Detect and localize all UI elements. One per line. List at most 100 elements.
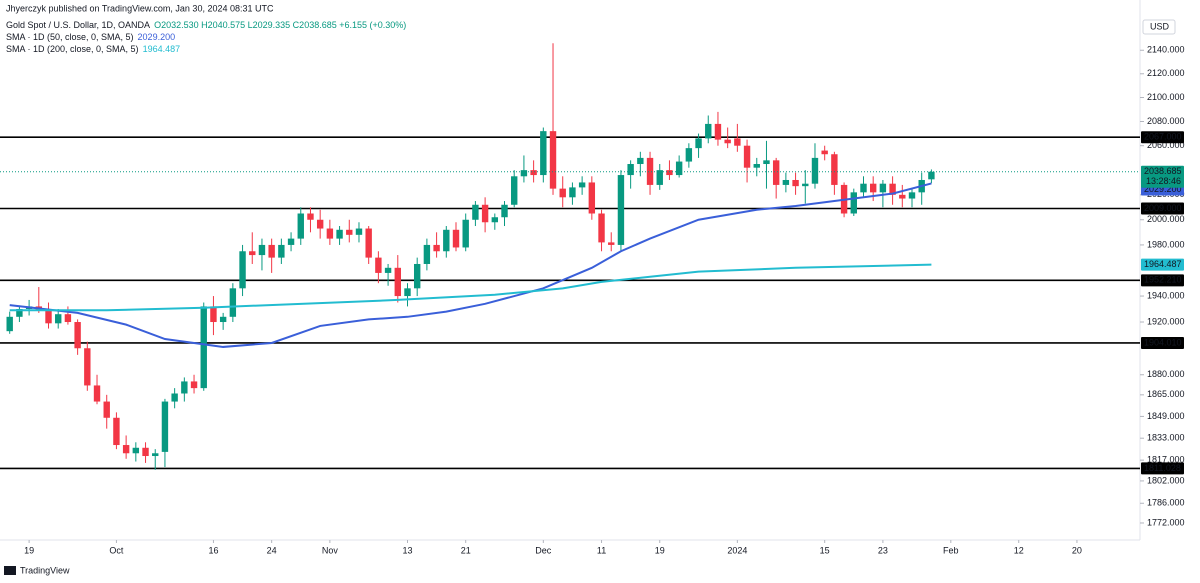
candle-body — [685, 148, 693, 162]
candle-body — [608, 242, 615, 245]
last-price-box — [1141, 165, 1184, 188]
x-tick-label: 16 — [208, 545, 218, 555]
candle-body — [258, 244, 266, 256]
sma-line — [9, 182, 932, 348]
candle-body — [181, 381, 188, 394]
candle-body — [908, 192, 916, 199]
sma-line — [9, 263, 932, 312]
candle-body — [734, 138, 741, 146]
candle-body — [899, 194, 906, 199]
candle-body — [297, 213, 304, 239]
candle-body — [278, 244, 285, 258]
y-tick-label: 2100.000 — [1147, 92, 1185, 102]
candle-body — [753, 164, 760, 168]
candle-body — [161, 401, 169, 452]
y-tick-label: 2140.000 — [1147, 45, 1185, 55]
hline-label-box — [1141, 131, 1184, 144]
sma-label-box — [1141, 258, 1184, 271]
candle-body — [724, 139, 731, 144]
candle-body — [666, 170, 673, 176]
x-tick-label: 23 — [878, 545, 888, 555]
candle-body — [171, 393, 178, 402]
candle-body — [792, 179, 799, 187]
candle-body — [316, 219, 324, 229]
x-tick-label: Oct — [109, 545, 124, 555]
candle-body — [588, 182, 596, 214]
candle-body — [365, 228, 372, 258]
candle-body — [210, 306, 217, 323]
last-price-label: 2038.685 — [1144, 166, 1182, 176]
candle-body — [142, 447, 149, 457]
candle-body — [928, 171, 935, 180]
y-tick-label: 1849.000 — [1147, 411, 1185, 421]
candle-body — [93, 385, 101, 402]
candle-body — [433, 244, 440, 252]
symbol: Gold Spot / U.S. Dollar, 1D, OANDA — [6, 20, 150, 30]
candle-body — [229, 288, 237, 317]
candle-body — [627, 164, 634, 176]
candle-body — [879, 183, 887, 193]
candle-body — [530, 170, 537, 176]
x-tick-label: 13 — [402, 545, 412, 555]
x-tick-label: 19 — [655, 545, 665, 555]
candle-body — [16, 309, 23, 317]
candle-body — [617, 175, 625, 245]
ohlc: O2032.530 H2040.575 L2029.335 C2038.685 … — [154, 20, 406, 30]
candle-body — [219, 316, 227, 323]
candle-body — [375, 257, 382, 273]
hline-label-box — [1141, 274, 1184, 287]
candle-body — [190, 381, 198, 389]
candle-body — [55, 314, 62, 324]
candle-body — [811, 157, 819, 184]
candle-body — [869, 183, 877, 193]
hline-label: 2067.000 — [1144, 132, 1182, 142]
candle-body — [850, 192, 857, 214]
candle-body — [743, 145, 751, 168]
candle-body — [452, 229, 460, 248]
candle-body — [404, 288, 411, 297]
candle-body — [802, 183, 809, 187]
candle-body — [559, 188, 566, 198]
y-tick-label: 1817.000 — [1147, 455, 1185, 465]
x-tick-label: Nov — [322, 545, 339, 555]
y-tick-label: 1833.000 — [1147, 433, 1185, 443]
candle-body — [122, 445, 130, 454]
hline-label: 1904.010 — [1144, 337, 1182, 347]
candle-body — [103, 401, 110, 418]
sma-label: 1964.487 — [1144, 259, 1182, 269]
candle-body — [821, 150, 828, 155]
y-tick-label: 1865.000 — [1147, 389, 1185, 399]
candle-body — [637, 157, 644, 165]
brand: TradingView — [20, 565, 70, 575]
candle-body — [355, 228, 363, 235]
candle-body — [423, 244, 431, 264]
y-tick-label: 2060.000 — [1147, 140, 1185, 150]
candle-body — [491, 217, 499, 223]
candle-body — [520, 170, 528, 177]
y-tick-label: 1920.000 — [1147, 316, 1185, 326]
candle-body — [481, 204, 489, 223]
y-tick-label: 2120.000 — [1147, 68, 1185, 78]
candle-body — [763, 160, 770, 165]
candle-body — [64, 314, 72, 323]
candle-body — [772, 160, 780, 185]
sma50-value: 2029.200 — [138, 32, 176, 42]
countdown: 13:28:46 — [1146, 176, 1181, 186]
y-tick-label: 1786.000 — [1147, 498, 1185, 508]
sma200-name: SMA · 1D (200, close, 0, SMA, 5) — [6, 44, 139, 54]
hline-label: 1811.028 — [1144, 463, 1181, 473]
y-tick-label: 1940.000 — [1147, 290, 1185, 300]
currency-box — [1142, 19, 1176, 35]
x-tick-label: Feb — [943, 545, 959, 555]
currency: USD — [1150, 21, 1170, 31]
candle-body — [287, 238, 295, 245]
candle-body — [239, 251, 246, 289]
y-tick-label: 1772.000 — [1147, 517, 1185, 527]
author: Jhyerczyk published on TradingView.com, … — [6, 3, 274, 13]
candle-body — [860, 183, 867, 193]
candle-body — [84, 348, 91, 386]
candle-body — [889, 183, 896, 195]
candle-body — [346, 229, 353, 235]
y-tick-label: 1880.000 — [1147, 369, 1185, 379]
